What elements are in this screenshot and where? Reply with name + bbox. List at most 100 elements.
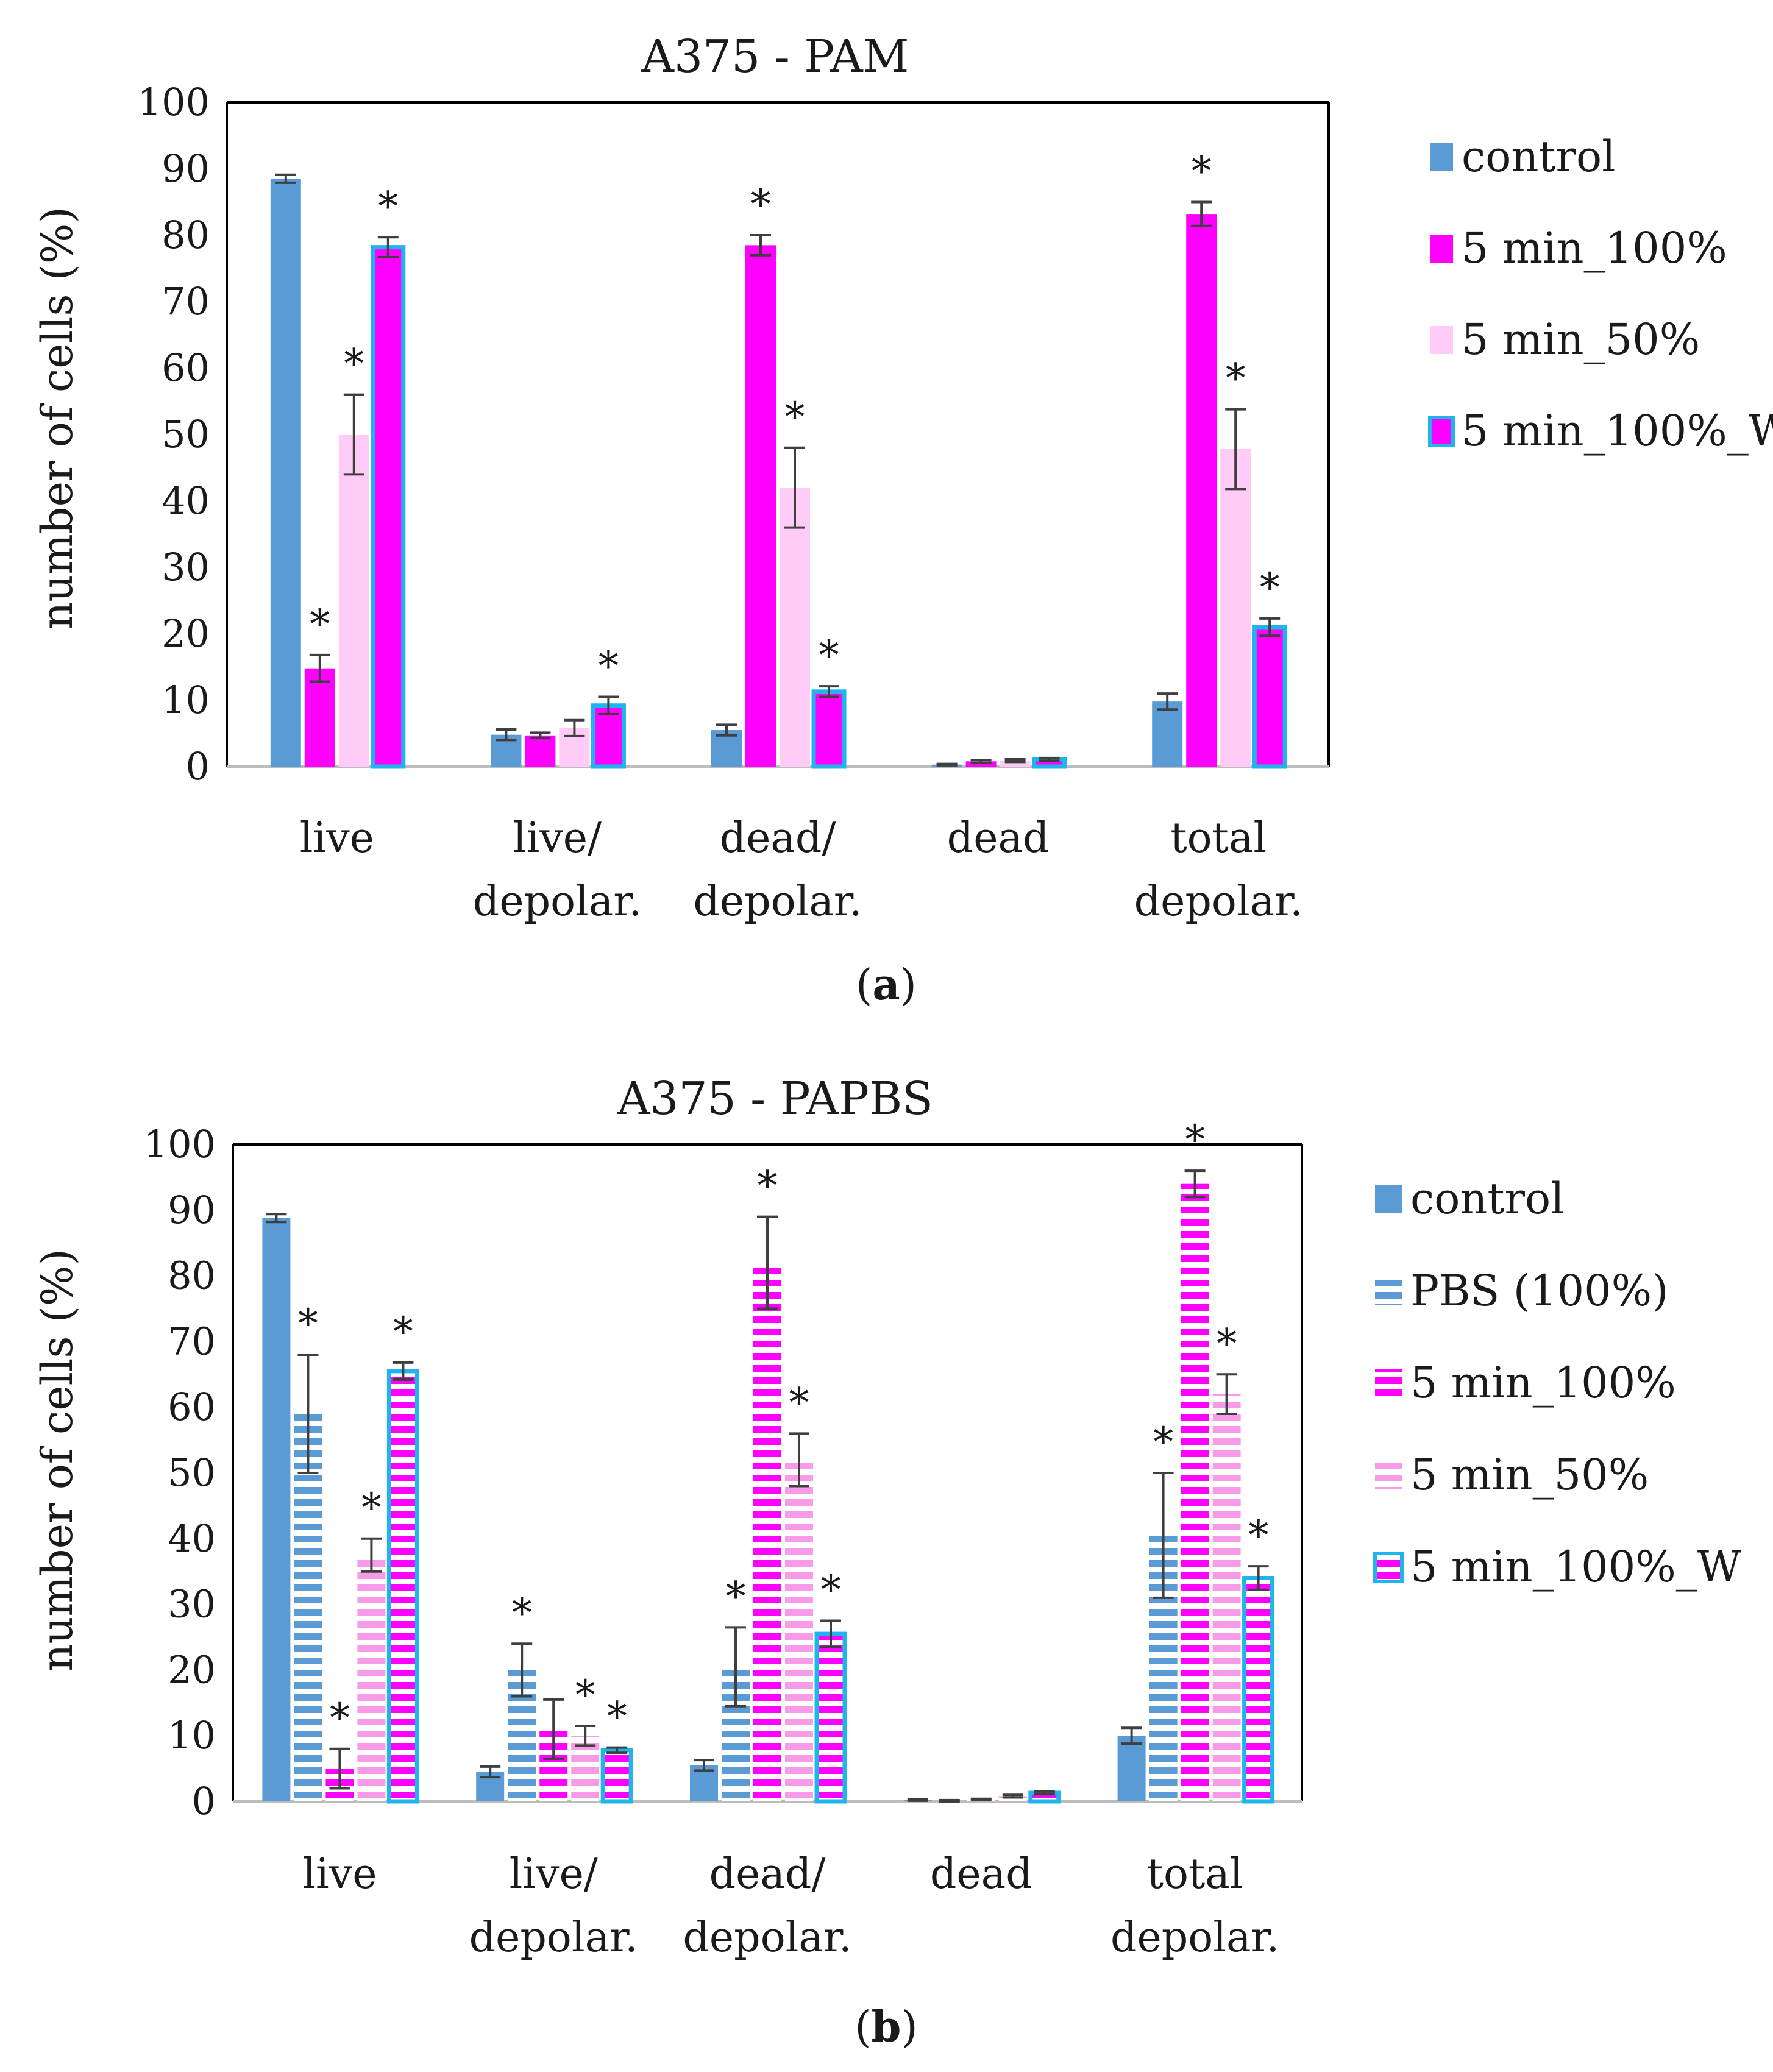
y-tick-label: 10 bbox=[168, 1713, 216, 1758]
significance-star: * bbox=[512, 1589, 532, 1636]
y-tick-label: 70 bbox=[162, 279, 210, 324]
y-tick-label: 40 bbox=[162, 478, 210, 523]
category-label: depolar. bbox=[1134, 878, 1303, 926]
y-tick-label: 0 bbox=[186, 744, 210, 789]
y-tick-label: 20 bbox=[162, 611, 210, 656]
y-tick-label: 20 bbox=[168, 1647, 216, 1692]
panel-label-b: (b) bbox=[855, 2001, 918, 2052]
legend-swatch bbox=[1430, 235, 1453, 263]
bar bbox=[1181, 1183, 1209, 1801]
bar bbox=[1252, 625, 1287, 769]
bar bbox=[371, 245, 406, 769]
category-label: live bbox=[302, 1850, 377, 1898]
bar bbox=[1186, 214, 1217, 767]
significance-star: * bbox=[298, 1300, 318, 1347]
significance-star: * bbox=[726, 1573, 746, 1620]
bar bbox=[600, 1748, 633, 1804]
category-label: dead/ bbox=[709, 1850, 826, 1898]
significance-star: * bbox=[1153, 1419, 1173, 1466]
legend-label: 5 min_100% bbox=[1462, 223, 1727, 273]
y-tick-label: 50 bbox=[162, 412, 210, 456]
bar bbox=[785, 1460, 813, 1801]
category-label: total bbox=[1147, 1850, 1243, 1898]
category-label: live/ bbox=[510, 1850, 598, 1898]
significance-star: * bbox=[1217, 1320, 1237, 1367]
category-label: dead bbox=[930, 1850, 1032, 1898]
significance-star: * bbox=[821, 1567, 841, 1614]
chart-title: A375 - PAM bbox=[641, 30, 909, 83]
category-label: live/ bbox=[513, 814, 602, 862]
significance-star: * bbox=[310, 601, 330, 648]
category-label: depolar. bbox=[693, 878, 862, 926]
bar bbox=[1212, 1394, 1241, 1801]
significance-star: * bbox=[1260, 564, 1280, 611]
bar bbox=[965, 761, 997, 767]
bar bbox=[753, 1263, 781, 1801]
y-tick-label: 50 bbox=[168, 1450, 216, 1495]
bar bbox=[1242, 1575, 1275, 1804]
significance-star: * bbox=[758, 1163, 778, 1210]
legend-swatch bbox=[1375, 1461, 1402, 1489]
panel-label-a: (a) bbox=[856, 959, 917, 1010]
significance-star: * bbox=[1226, 355, 1246, 402]
bar bbox=[386, 1369, 419, 1804]
significance-star: * bbox=[575, 1672, 595, 1719]
bar bbox=[304, 668, 335, 767]
significance-star: * bbox=[751, 181, 771, 228]
legend-label: 5 min_100%_W bbox=[1410, 1542, 1741, 1592]
bar bbox=[525, 735, 556, 767]
bar bbox=[338, 435, 369, 767]
chart-panel-a: A375 - PAM number of cells (%) 0 10 20 30 40… bbox=[32, 30, 1773, 1010]
category-label: depolar. bbox=[1110, 1914, 1279, 1962]
category-label: depolar. bbox=[469, 1914, 638, 1962]
panel-label-text: b bbox=[872, 2001, 901, 2052]
bar bbox=[811, 689, 847, 769]
significance-star: * bbox=[361, 1485, 382, 1531]
significance-star: * bbox=[789, 1379, 809, 1426]
significance-star: * bbox=[393, 1308, 413, 1355]
legend-swatch bbox=[1375, 1185, 1402, 1213]
y-tick-label: 30 bbox=[168, 1582, 216, 1627]
legend-swatch bbox=[1428, 416, 1455, 447]
bar bbox=[591, 703, 626, 769]
y-axis-label: number of cells (%) bbox=[32, 1249, 82, 1672]
legend-label: 5 min_50% bbox=[1462, 314, 1700, 364]
bar bbox=[780, 488, 810, 767]
y-tick-label: 0 bbox=[192, 1779, 216, 1823]
bar bbox=[745, 245, 776, 767]
category-label: live bbox=[300, 814, 374, 862]
y-tick-label: 70 bbox=[168, 1319, 216, 1363]
bar bbox=[1220, 449, 1251, 767]
category-label: dead/ bbox=[720, 814, 836, 862]
category-label: dead bbox=[947, 814, 1050, 862]
bar bbox=[270, 179, 301, 767]
bar bbox=[814, 1631, 847, 1804]
significance-star: * bbox=[1192, 148, 1212, 195]
legend-label: PBS (100%) bbox=[1410, 1266, 1669, 1316]
legend-label: 5 min_50% bbox=[1410, 1450, 1649, 1500]
legend-swatch bbox=[1375, 1277, 1402, 1305]
bar bbox=[1152, 701, 1183, 767]
legend-label: 5 min_100%_W bbox=[1462, 406, 1773, 456]
bar bbox=[1117, 1736, 1146, 1801]
bar bbox=[998, 1796, 1027, 1801]
y-tick-label: 60 bbox=[168, 1385, 216, 1429]
significance-star: * bbox=[819, 632, 839, 679]
y-tick-label: 40 bbox=[168, 1516, 216, 1561]
y-tick-label: 100 bbox=[144, 1122, 216, 1166]
legend-label: control bbox=[1410, 1174, 1565, 1224]
bar bbox=[294, 1413, 322, 1801]
chart-panel-b: A375 - PAPBS number of cells (%) 0 10 20 30… bbox=[32, 1073, 1741, 2052]
legend-swatch bbox=[1373, 1552, 1404, 1583]
significance-star: * bbox=[330, 1695, 350, 1742]
significance-star: * bbox=[1248, 1512, 1268, 1559]
y-tick-label: 90 bbox=[168, 1188, 216, 1232]
significance-star: * bbox=[378, 183, 398, 230]
significance-star: * bbox=[607, 1694, 627, 1740]
y-tick-label: 80 bbox=[168, 1254, 216, 1298]
y-tick-label: 30 bbox=[162, 545, 210, 589]
category-label: total bbox=[1170, 814, 1267, 862]
legend-swatch bbox=[1430, 326, 1453, 354]
legend-swatch bbox=[1430, 143, 1453, 171]
y-axis-label: number of cells (%) bbox=[32, 207, 82, 630]
